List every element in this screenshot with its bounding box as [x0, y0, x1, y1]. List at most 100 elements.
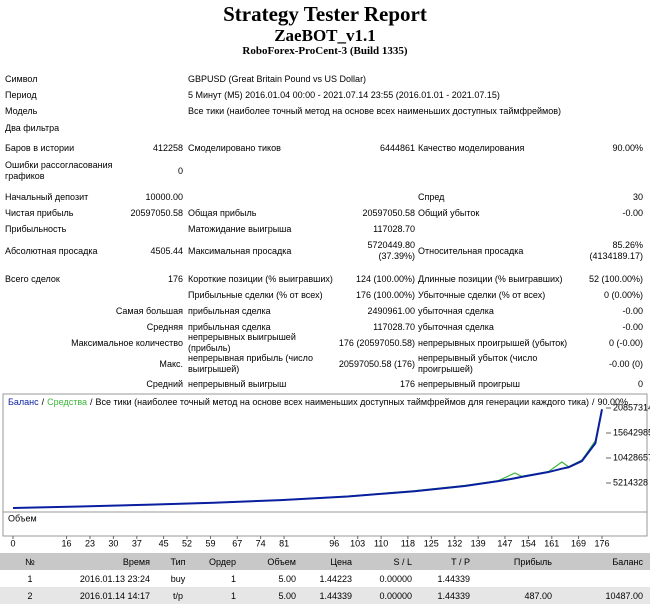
- summary-row: Баров в истории 412258 Смоделировано тиков…: [0, 136, 650, 160]
- summary-value: Самая большая: [115, 305, 183, 316]
- x-tick-label: 110: [374, 538, 388, 548]
- column-header: Время: [122, 556, 150, 567]
- summary-label: Прибыльные сделки (% от всех): [188, 289, 323, 300]
- summary-row: Модель Все тики (наиболее точный метод на…: [0, 99, 650, 123]
- column-header: Прибыль: [513, 556, 552, 567]
- summary-label: Прибыльность: [5, 223, 67, 234]
- x-tick-label: 52: [182, 538, 192, 548]
- summary-value: 176 (20597050.58): [338, 337, 415, 348]
- summary-row: Период 5 Минут (M5) 2016.01.04 00:00 - 20…: [0, 83, 650, 107]
- summary-label: Два фильтра: [5, 122, 60, 133]
- trade-cell: 0.00000: [379, 590, 412, 601]
- summary-label: 5 Минут (M5) 2016.01.04 00:00 - 2021.07.…: [188, 89, 500, 100]
- summary-row: Всего сделок 176 Короткие позиции (% выигр…: [0, 267, 650, 291]
- summary-label: Матожидание выигрыша: [188, 223, 292, 234]
- column-header: T / P: [451, 556, 470, 567]
- legend-entry: Средства: [47, 397, 87, 407]
- summary-row: Два фильтра: [0, 116, 650, 140]
- summary-label: непрерывная прибыль (число выигрышей): [188, 353, 314, 374]
- summary-value: 20597050.58: [130, 207, 183, 218]
- summary-label: Символ: [5, 73, 38, 84]
- legend-separator: /: [592, 397, 595, 407]
- trade-cell: 1.44339: [319, 590, 352, 601]
- summary-value: 52 (100.00%): [588, 273, 643, 284]
- x-tick-label: 154: [521, 538, 536, 548]
- column-header: Объем: [267, 556, 296, 567]
- column-header: S / L: [393, 556, 412, 567]
- summary-label: Максимальная просадка: [188, 245, 292, 256]
- column-header: Баланс: [612, 556, 643, 567]
- trade-cell: 1: [230, 573, 236, 584]
- series-line: [12, 409, 603, 509]
- y-tick-label: 5214328: [613, 477, 648, 487]
- legend-separator: /: [42, 397, 45, 407]
- summary-label: Модель: [5, 105, 38, 116]
- summary-label: Все тики (наиболее точный метод на основ…: [188, 105, 561, 116]
- trade-cell: 487.00: [524, 590, 552, 601]
- summary-label: убыточная сделка: [418, 321, 494, 332]
- summary-value: 2490961.00: [367, 305, 415, 316]
- column-header: Тип: [170, 556, 186, 567]
- y-tick-label: 10428657: [613, 452, 650, 462]
- column-header: Цена: [330, 556, 352, 567]
- summary-value: 6444861: [379, 142, 415, 153]
- summary-value: 0 (-0.00): [608, 337, 643, 348]
- legend: Баланс / Средства / Все тики (наиболее точны…: [8, 397, 628, 407]
- summary-value: 85.26% (4134189.17): [589, 240, 643, 261]
- summary-label: Начальный депозит: [5, 191, 89, 202]
- summary-label: GBPUSD (Great Britain Pound vs US Dollar…: [188, 73, 367, 84]
- summary-label: Длинные позиции (% выигравших): [418, 273, 563, 284]
- summary-label: Чистая прибыль: [5, 207, 74, 218]
- summary-label: прибыльная сделка: [188, 305, 271, 316]
- summary-row: Самая большая прибыльная сделка 2490961.00…: [0, 299, 650, 323]
- x-tick-label: 81: [279, 538, 289, 548]
- summary-value: 0 (0.00%): [603, 289, 643, 300]
- column-header: Ордер: [208, 556, 236, 567]
- summary-value: 117028.70: [373, 223, 415, 234]
- chart-frame: [2, 393, 648, 513]
- trade-cell: 0.00000: [379, 573, 412, 584]
- summary-value: 176: [399, 378, 415, 389]
- summary-label: непрерывный убыток (число проигрышей): [418, 353, 538, 374]
- x-tick-label: 103: [350, 538, 365, 548]
- x-tick-label: 169: [571, 538, 586, 548]
- summary-label: Относительная просадка: [418, 245, 524, 256]
- trade-cell: 5.00: [278, 573, 296, 584]
- summary-row: Чистая прибыль 20597050.58 Общая прибыль 20…: [0, 201, 650, 225]
- summary-label: Убыточные сделки (% от всех): [418, 289, 546, 300]
- summary-value: 90.00%: [612, 142, 643, 153]
- summary-value: 20597050.58 (176): [338, 358, 415, 369]
- x-tick-label: 45: [159, 538, 169, 548]
- x-tick-label: 147: [497, 538, 512, 548]
- summary-value: 176: [167, 273, 183, 284]
- summary-label: Качество моделирования: [418, 142, 525, 153]
- x-tick-label: 125: [424, 538, 439, 548]
- x-tick-label: 23: [85, 538, 95, 548]
- x-tick-label: 59: [205, 538, 215, 548]
- summary-row: Начальный депозит 10000.00 Спред 30: [0, 185, 650, 209]
- summary-row: Средняя прибыльная сделка 117028.70 убыточн…: [0, 315, 650, 339]
- trade-cell: 1: [230, 590, 236, 601]
- x-tick-label: 37: [132, 538, 142, 548]
- summary-value: 4505.44: [150, 245, 183, 256]
- trade-cell: 5.00: [278, 590, 296, 601]
- trade-cell: 1.44339: [437, 573, 470, 584]
- trade-cell: 10487.00: [605, 590, 643, 601]
- summary-value: 5720449.80 (37.39%): [367, 240, 415, 261]
- summary-label: Общая прибыль: [188, 207, 257, 218]
- summary-label: Ошибки рассогласования графиков: [5, 160, 113, 181]
- summary-label: Период: [5, 89, 37, 100]
- summary-row: Макс. непрерывная прибыль (число выигрыше…: [0, 352, 650, 376]
- summary-value: Макс.: [159, 358, 183, 369]
- summary-value: -0.00: [622, 305, 643, 316]
- volume-label: Объем: [8, 513, 37, 523]
- summary-value: Средняя: [146, 321, 183, 332]
- trade-cell: 1.44223: [319, 573, 352, 584]
- trade-cell: 1.44339: [437, 590, 470, 601]
- summary-label: Абсолютная просадка: [5, 245, 98, 256]
- summary-value: 412258: [152, 142, 183, 153]
- summary-value: 20597050.58: [362, 207, 415, 218]
- x-tick-label: 132: [447, 538, 462, 548]
- summary-label: Всего сделок: [5, 273, 60, 284]
